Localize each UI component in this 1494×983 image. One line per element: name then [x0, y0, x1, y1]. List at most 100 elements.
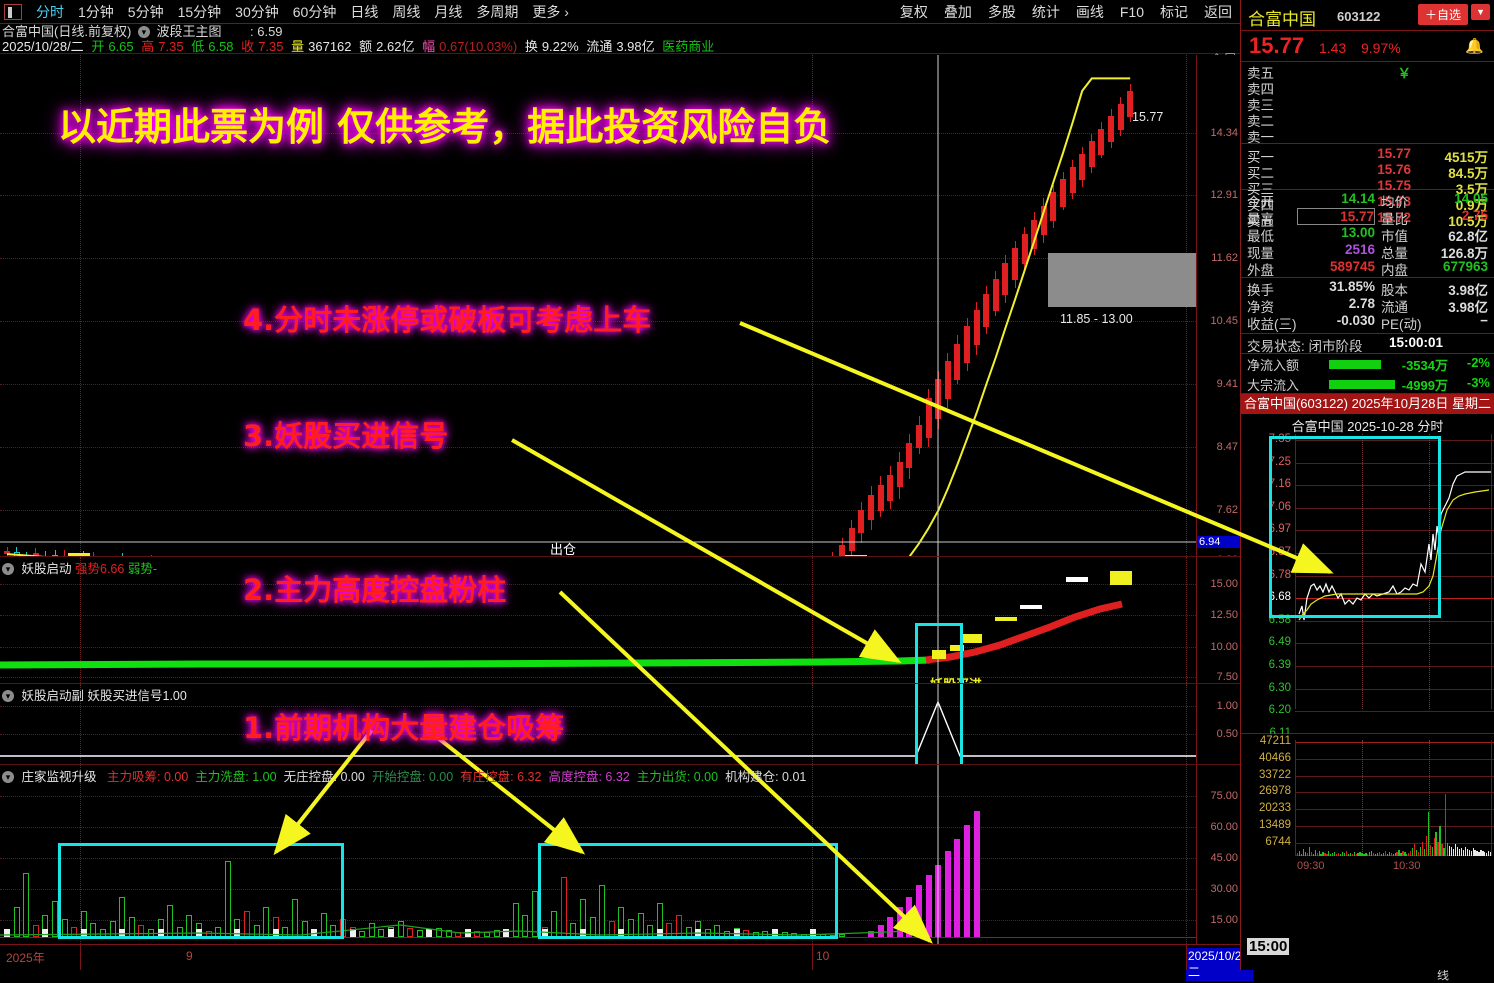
volume-axis-label-4: 20233 [1243, 802, 1291, 814]
date-tick-1: 9 [186, 949, 193, 963]
stats-v1-3: 2516 [1297, 242, 1375, 257]
sub3-field-0: 主力吸筹: 0.00 [107, 770, 188, 784]
btn-fuquan[interactable]: 复权 [892, 2, 936, 22]
sub1-header: ▾ 妖股启动 强势6.66 弱势- [2, 558, 157, 577]
date-tick-2: 10 [816, 949, 829, 963]
stats2-v1-2: -0.030 [1297, 313, 1375, 328]
sub1-canvas[interactable]: 妖股买进 [0, 557, 1196, 683]
sub1-bar-4 [1020, 605, 1042, 609]
panel-icon[interactable] [4, 4, 22, 20]
volume-label: 量 [291, 39, 304, 54]
tab-5min[interactable]: 5分钟 [121, 2, 171, 22]
chevron-down-icon[interactable]: ▾ [2, 563, 14, 575]
chevron-down-icon[interactable]: ▾ [2, 690, 14, 702]
date-sep-1 [812, 945, 813, 970]
sub3-field-7: 机构建仓: 0.01 [725, 770, 806, 784]
range-label: 幅 [422, 39, 435, 54]
chevron-down-icon[interactable]: ▼ [1471, 4, 1490, 20]
flow-value-1: -4999万 [1402, 375, 1448, 394]
bid-price-1: 15.76 [1337, 162, 1411, 177]
btn-diejia[interactable]: 叠加 [936, 2, 980, 22]
toolbar-right-group: 复权 叠加 多股 统计 画线 F10 标记 返回 [892, 0, 1240, 24]
axis-label: 10.00 [1210, 641, 1238, 653]
last-price-label: 15.77 [1132, 110, 1163, 124]
yaogu-qidong-pane[interactable]: ▾ 妖股启动 强势6.66 弱势- 妖股买进 15.0012.5010.007.… [0, 556, 1240, 683]
tab-monthly[interactable]: 月线 [427, 2, 469, 22]
tab-fenshi[interactable]: 分时 [29, 2, 71, 22]
tab-more[interactable]: 更多 › [525, 2, 576, 22]
flow-pct-1: -3% [1467, 375, 1490, 390]
stats2-l1-2: 收益(三) [1247, 313, 1297, 333]
main-price-axis: 14.3412.9111.6210.459.418.477.626.866.17… [1196, 55, 1240, 556]
sub1-bar-3 [995, 617, 1017, 621]
tab-15min[interactable]: 15分钟 [171, 2, 229, 22]
annotation-note-2: 2.主力高度控盘粉柱 [243, 567, 506, 609]
flow-value-0: -3534万 [1402, 355, 1448, 374]
price-block: 15.77 1.43 9.97% 🔔 [1241, 31, 1494, 62]
axis-label: 10.45 [1210, 315, 1238, 327]
stock-header: 合富中国 603122 ＋自选 ▼ [1241, 0, 1494, 31]
tab-multiperiod[interactable]: 多周期 [469, 2, 525, 22]
axis-label: 30.00 [1210, 883, 1238, 895]
stats2-v2-2: − [1480, 313, 1488, 328]
open-label: 开 [91, 39, 104, 54]
tab-daily[interactable]: 日线 [343, 2, 385, 22]
sub2-signal-value: 1.00 [163, 689, 187, 703]
sub1-bar-5 [1066, 577, 1088, 582]
axis-label: 7.50 [1217, 671, 1238, 683]
float-label: 流通 [586, 39, 612, 54]
btn-huaxian[interactable]: 画线 [1068, 2, 1112, 22]
tab-30min[interactable]: 30分钟 [228, 2, 286, 22]
add-favorite-button[interactable]: ＋自选 [1418, 4, 1468, 25]
indicator-name[interactable]: 波段王主图 [157, 24, 222, 39]
sub2-signal-label: 妖股买进信号 [87, 689, 162, 703]
btn-f10[interactable]: F10 [1112, 4, 1152, 20]
close-value: 7.35 [258, 39, 283, 54]
btn-fanhui[interactable]: 返回 [1196, 2, 1240, 22]
ask-row-1: 卖四 [1241, 78, 1494, 94]
sub1-title: 妖股启动 [21, 562, 71, 576]
price-range-label: 11.85 - 13.00 [1060, 312, 1133, 326]
volume-bar-99 [1490, 852, 1491, 856]
volume-axis-label-2: 33722 [1243, 769, 1291, 781]
bell-icon[interactable]: 🔔 [1465, 37, 1484, 55]
sub3-canvas[interactable] [0, 765, 1196, 944]
sub3-field-3: 开始控盘: 0.00 [372, 770, 453, 784]
indicator-value: : 6.59 [250, 24, 283, 39]
chevron-down-icon[interactable]: ▾ [2, 771, 14, 783]
sub3-field-value-0: 0.00 [164, 770, 188, 784]
sub2-title: 妖股启动副 [21, 689, 84, 703]
tab-1min[interactable]: 1分钟 [71, 2, 121, 22]
stock-code: 603122 [1337, 9, 1380, 24]
current-price: 15.77 [1249, 33, 1304, 59]
stock-name: 合富中国 [1248, 5, 1316, 30]
trade-status-label: 交易状态: 闭市阶段 [1247, 335, 1363, 355]
stats-v1-2: 13.00 [1297, 225, 1375, 240]
sub3-field-label-7: 机构建仓: [725, 770, 782, 784]
tab-weekly[interactable]: 周线 [385, 2, 427, 22]
volume-axis-label-0: 47211 [1243, 735, 1291, 747]
sub1-strong-value: 6.66 [100, 562, 124, 576]
btn-biaoji[interactable]: 标记 [1152, 2, 1196, 22]
chevron-down-icon[interactable]: ▾ [138, 26, 150, 38]
btn-tongji[interactable]: 统计 [1024, 2, 1068, 22]
sub3-field-1: 主力洗盘: 1.00 [195, 770, 276, 784]
btn-duogu[interactable]: 多股 [980, 2, 1024, 22]
turnover-label: 换 [525, 39, 538, 54]
turnover-value: 9.22% [542, 39, 579, 54]
axis-label: 45.00 [1210, 852, 1238, 864]
tab-60min[interactable]: 60分钟 [286, 2, 344, 22]
date-sep-0 [80, 945, 81, 970]
capital-flow-block: 净流入额-3534万-2%大宗流入-4999万-3% [1241, 354, 1494, 394]
